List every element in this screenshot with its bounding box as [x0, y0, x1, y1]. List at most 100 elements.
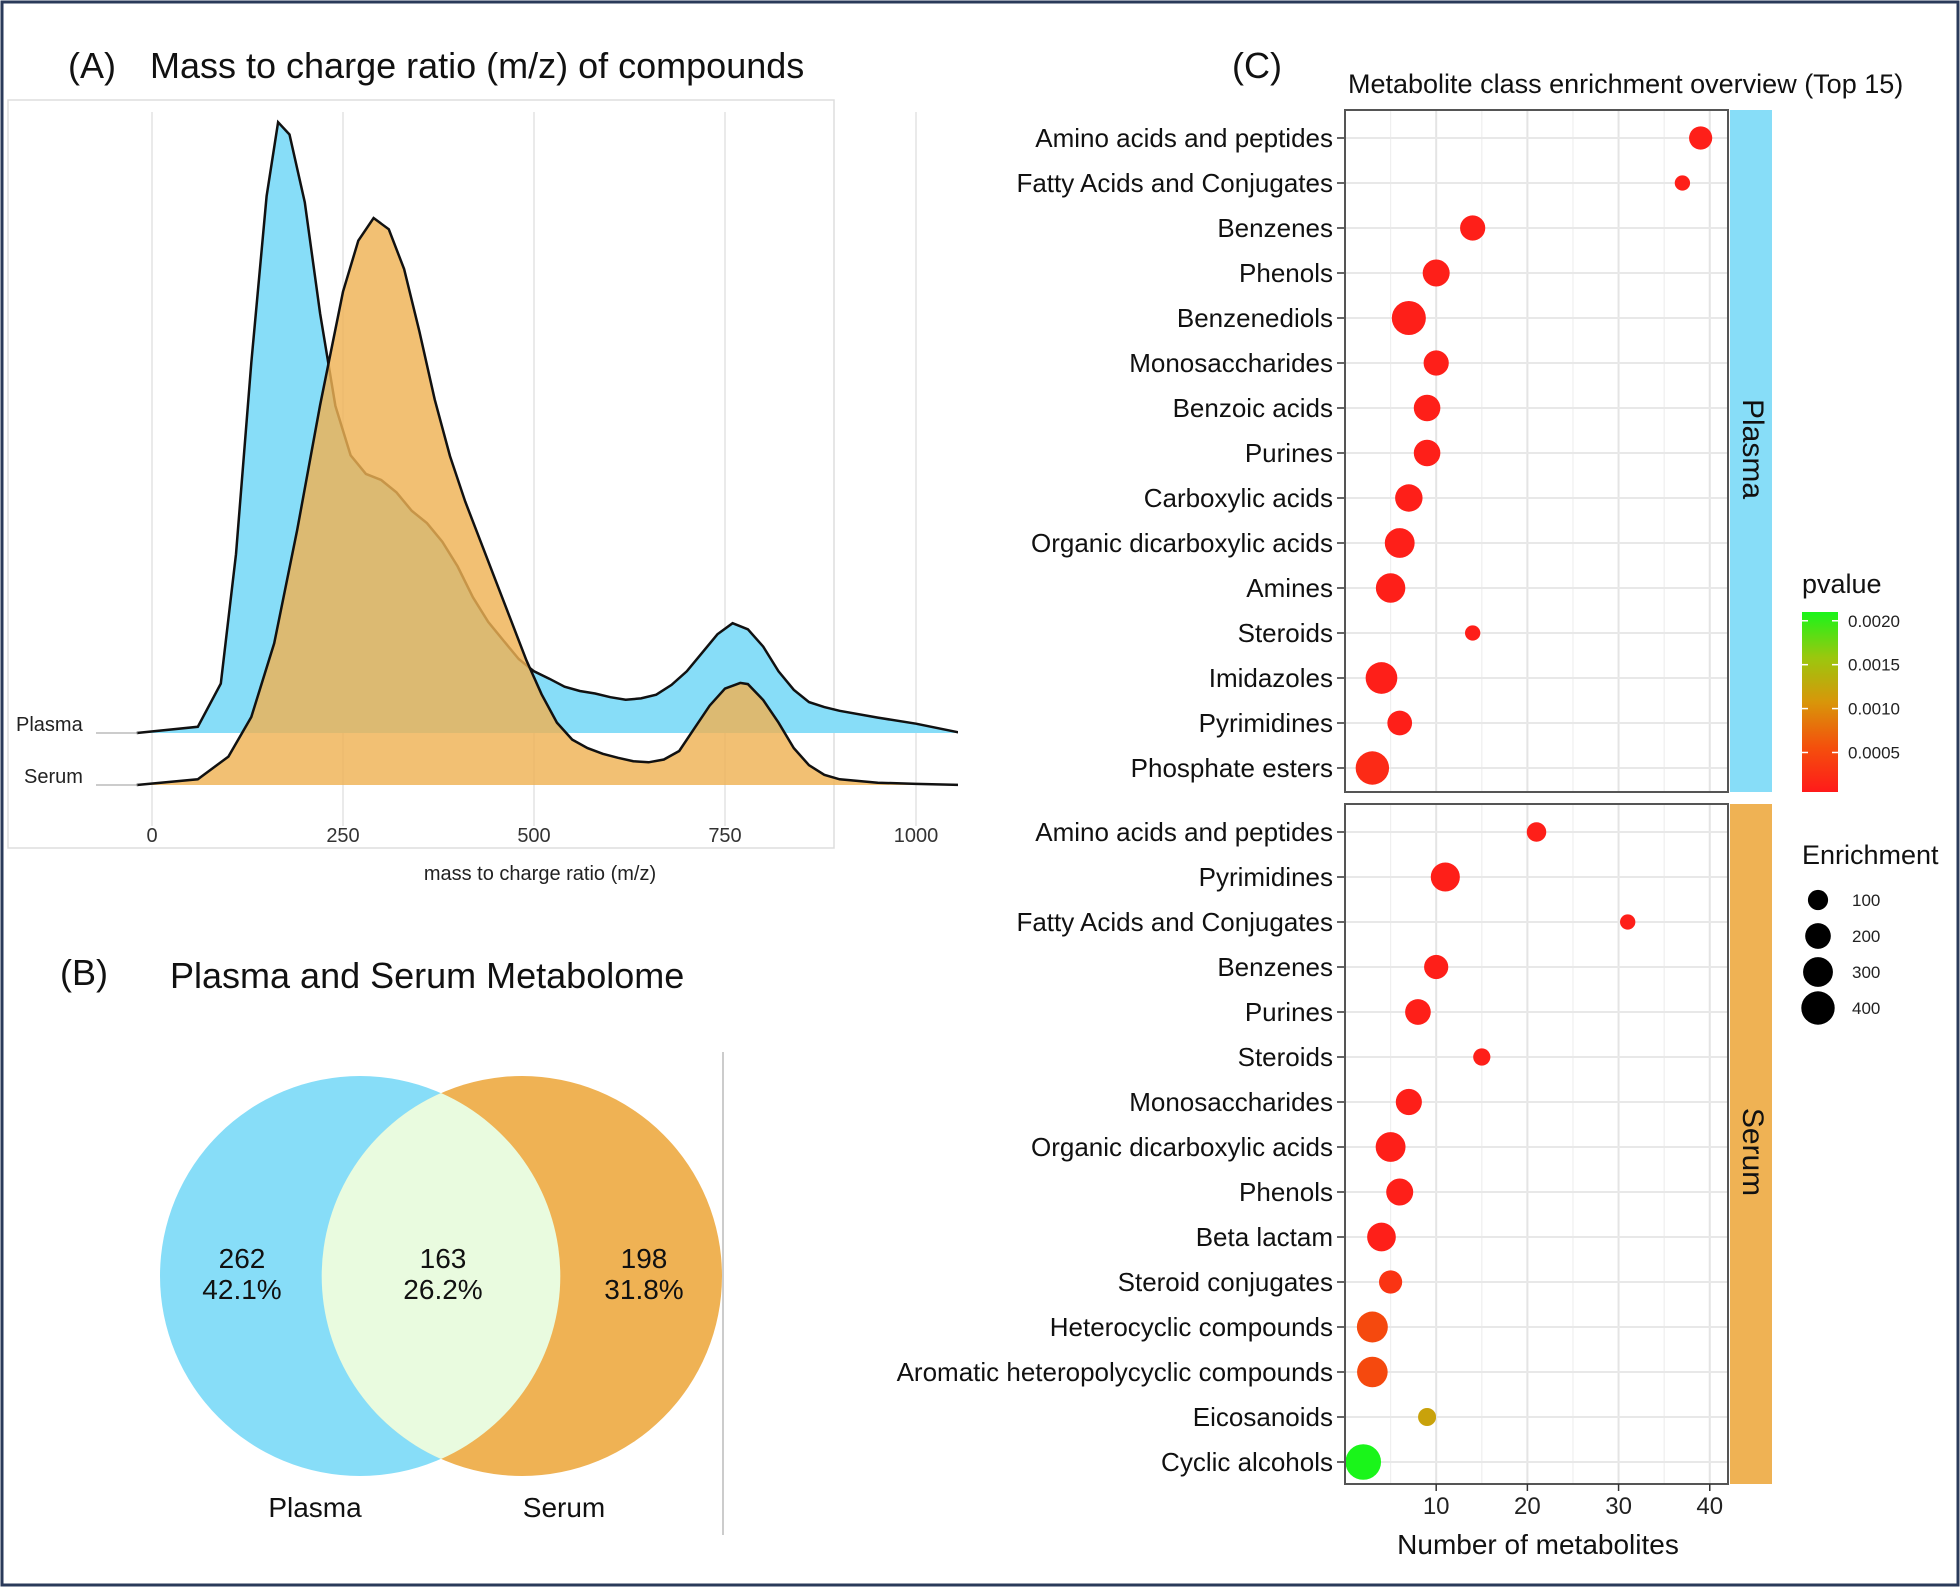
panel-b-label: (B): [60, 952, 108, 993]
dot-serum-heterocyclic-compounds: [1356, 1311, 1388, 1343]
y-tick-label-monosaccharides: Monosaccharides: [1129, 348, 1333, 378]
y-tick-label-purines: Purines: [1245, 997, 1333, 1027]
panel-c: (C) Metabolite class enrichment overview…: [897, 45, 1939, 1560]
panel-a-label: (A): [68, 45, 116, 86]
y-tick-label-carboxylic-acids: Carboxylic acids: [1144, 483, 1333, 513]
dot-plasma-phosphate-esters: [1355, 751, 1390, 785]
venn-label-serum: Serum: [523, 1492, 605, 1523]
y-tick-label-imidazoles: Imidazoles: [1209, 663, 1333, 693]
dot-serum-benzenes: [1424, 954, 1449, 980]
venn-overlap: [321, 1093, 561, 1459]
y-tick-label-amino-acids-and-peptides: Amino acids and peptides: [1035, 817, 1333, 847]
density-x-tick-label: 1000: [894, 825, 939, 847]
dot-serum-cyclic-alcohols: [1345, 1444, 1382, 1480]
venn-plasma-percent: 42.1%: [202, 1274, 281, 1305]
x-tick-label: 20: [1514, 1493, 1541, 1520]
pvalue-tick-label: 0.0015: [1848, 656, 1900, 675]
dot-plasma-amines: [1375, 573, 1406, 603]
enrichment-legend-label: 400: [1852, 999, 1880, 1018]
dot-serum-steroids: [1473, 1048, 1491, 1066]
y-tick-label-cyclic-alcohols: Cyclic alcohols: [1161, 1447, 1333, 1477]
enrichment-legend-dot: [1807, 889, 1829, 911]
facet-strip-serum: [1730, 804, 1772, 1484]
density-x-tick-label: 750: [708, 825, 741, 847]
dot-plasma-imidazoles: [1365, 662, 1398, 694]
density-x-tick-label: 0: [146, 825, 157, 847]
dot-serum-fatty-acids-and-conjugates: [1620, 914, 1636, 930]
y-tick-label-benzoic-acids: Benzoic acids: [1173, 393, 1333, 423]
pvalue-tick-label: 0.0005: [1848, 743, 1900, 762]
pvalue-tick-label: 0.0020: [1848, 612, 1900, 631]
pvalue-tick-label: 0.0010: [1848, 700, 1900, 719]
panel-c-title: Metabolite class enrichment overview (To…: [1348, 69, 1903, 99]
facet-strip-label-serum: Serum: [1736, 1108, 1769, 1196]
density-line-plasma: [136, 119, 958, 735]
dot-serum-phenols: [1386, 1178, 1414, 1206]
dot-plasma-monosaccharides: [1423, 350, 1449, 376]
dot-serum-pyrimidines: [1430, 862, 1460, 892]
enrichment-legend-title: Enrichment: [1802, 840, 1939, 870]
x-tick-label: 40: [1696, 1493, 1723, 1520]
enrichment-legend-items: 100 200 300 400: [1801, 889, 1880, 1025]
facet-border: [1344, 803, 1729, 1485]
dot-serum-purines: [1405, 999, 1431, 1025]
dot-plasma-phenols: [1422, 259, 1450, 287]
density-x-tick-label: 250: [326, 825, 359, 847]
enrichment-legend-dot: [1803, 957, 1833, 987]
dot-serum-amino-acids-and-peptides: [1526, 822, 1547, 842]
density-line-serum: [136, 216, 958, 787]
dot-plasma-organic-dicarboxylic-acids: [1384, 528, 1415, 558]
enrichment-legend-dot: [1801, 991, 1835, 1025]
y-tick-label-phenols: Phenols: [1239, 1177, 1333, 1207]
pvalue-colorbar: [1802, 612, 1838, 792]
panel-b-title: Plasma and Serum Metabolome: [170, 955, 684, 996]
enrichment-legend-dot: [1805, 923, 1831, 949]
dot-serum-aromatic-heteropolycyclic-compounds: [1357, 1356, 1388, 1388]
y-tick-label-heterocyclic-compounds: Heterocyclic compounds: [1050, 1312, 1333, 1342]
dot-plasma-benzoic-acids: [1413, 394, 1441, 422]
facet-plasma: Amino acids and peptides Fatty Acids and …: [1016, 109, 1772, 793]
venn-serum-count: 198: [621, 1243, 668, 1274]
dotplot-x-ticks: 10 20 30 40: [1423, 1484, 1723, 1520]
y-tick-label-purines: Purines: [1245, 438, 1333, 468]
venn-label-plasma: Plasma: [268, 1492, 362, 1523]
dot-plasma-carboxylic-acids: [1395, 484, 1423, 512]
y-tick-label-amino-acids-and-peptides: Amino acids and peptides: [1035, 123, 1333, 153]
dot-plasma-amino-acids-and-peptides: [1689, 126, 1713, 150]
density-x-tick-label: 500: [517, 825, 550, 847]
ridge-label-plasma: Plasma: [16, 714, 84, 736]
venn-plasma-count: 262: [219, 1243, 266, 1274]
dot-plasma-steroids: [1464, 625, 1481, 641]
x-tick-label: 30: [1605, 1493, 1632, 1520]
density-ridges: [136, 119, 958, 787]
y-tick-label-aromatic-heteropolycyclic-compounds: Aromatic heteropolycyclic compounds: [897, 1357, 1333, 1387]
venn-both-percent: 26.2%: [403, 1274, 482, 1305]
y-tick-label-fatty-acids-and-conjugates: Fatty Acids and Conjugates: [1016, 907, 1333, 937]
dot-serum-monosaccharides: [1395, 1088, 1422, 1116]
facet-border: [1344, 109, 1729, 793]
enrichment-legend-label: 100: [1852, 891, 1880, 910]
x-tick-label: 10: [1423, 1493, 1450, 1520]
y-tick-label-steroid-conjugates: Steroid conjugates: [1118, 1267, 1333, 1297]
y-tick-label-benzenes: Benzenes: [1217, 213, 1333, 243]
y-tick-label-organic-dicarboxylic-acids: Organic dicarboxylic acids: [1031, 1132, 1333, 1162]
y-tick-label-eicosanoids: Eicosanoids: [1193, 1402, 1333, 1432]
facet-strip-plasma: [1730, 110, 1772, 792]
y-tick-label-steroids: Steroids: [1238, 618, 1333, 648]
facet-serum: Amino acids and peptides Pyrimidines Fatty…: [897, 803, 1772, 1485]
y-tick-label-fatty-acids-and-conjugates: Fatty Acids and Conjugates: [1016, 168, 1333, 198]
y-tick-label-steroids: Steroids: [1238, 1042, 1333, 1072]
density-x-axis-label: mass to charge ratio (m/z): [424, 863, 656, 885]
ridge-label-serum: Serum: [24, 766, 83, 788]
panel-b: (B) Plasma and Serum Metabolome 262 42.1…: [60, 952, 724, 1535]
density-area-serum: [136, 218, 958, 785]
panel-a-title: Mass to charge ratio (m/z) of compounds: [150, 45, 804, 86]
y-tick-label-benzenes: Benzenes: [1217, 952, 1333, 982]
y-tick-label-pyrimidines: Pyrimidines: [1199, 862, 1333, 892]
y-tick-label-benzenediols: Benzenediols: [1177, 303, 1333, 333]
dot-plasma-benzenes: [1460, 215, 1486, 241]
y-tick-label-pyrimidines: Pyrimidines: [1199, 708, 1333, 738]
facet-plot-area: [1345, 110, 1728, 792]
enrichment-legend-label: 200: [1852, 927, 1880, 946]
